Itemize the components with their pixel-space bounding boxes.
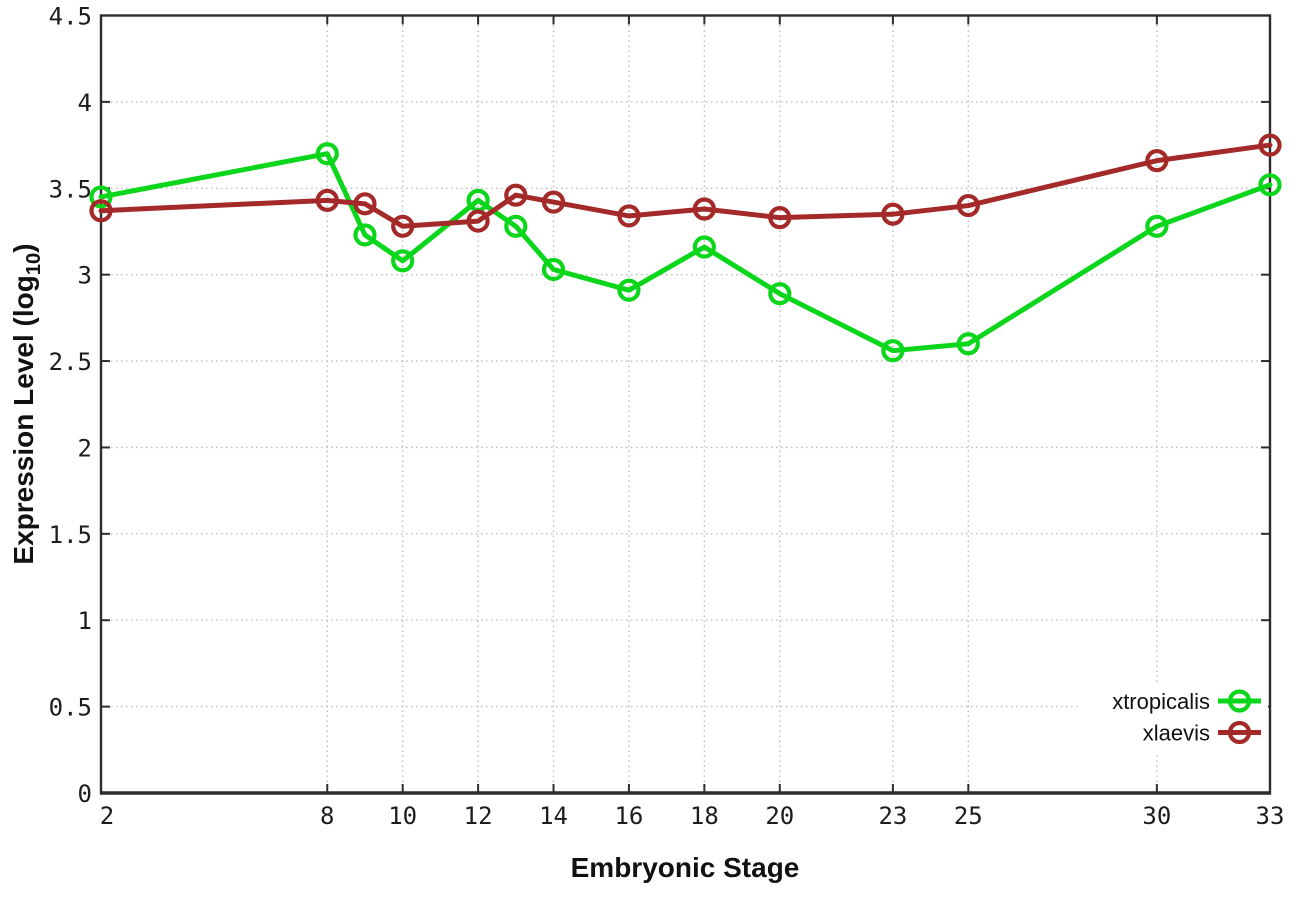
data-point-xtropicalis bbox=[881, 339, 905, 363]
y-axis-title: Expression Level (log10) bbox=[8, 243, 46, 564]
x-tick-label: 14 bbox=[539, 802, 568, 830]
data-point-xtropicalis bbox=[768, 282, 792, 306]
y-tick-label: 3 bbox=[78, 262, 92, 290]
y-axis-title-text: Expression Level (log bbox=[8, 275, 40, 565]
y-tick-label: 0 bbox=[78, 780, 92, 808]
data-point-xtropicalis bbox=[504, 214, 528, 238]
y-tick-label: 3.5 bbox=[49, 175, 92, 203]
data-point-xlaevis bbox=[353, 192, 377, 216]
legend-marker-xlaevis bbox=[1227, 720, 1252, 745]
data-point-xtropicalis bbox=[692, 235, 716, 259]
data-point-xtropicalis bbox=[315, 142, 339, 166]
y-tick-label: 2 bbox=[78, 434, 92, 462]
data-point-xtropicalis bbox=[956, 332, 980, 356]
x-axis-title: Embryonic Stage bbox=[570, 852, 800, 883]
data-point-xlaevis bbox=[617, 204, 641, 228]
data-point-xlaevis bbox=[504, 183, 528, 207]
data-point-xlaevis bbox=[1258, 133, 1282, 157]
series-line-xlaevis bbox=[98, 142, 1273, 229]
y-tick-label: 4 bbox=[78, 89, 92, 117]
data-point-xtropicalis bbox=[391, 249, 415, 273]
x-tick-label: 30 bbox=[1142, 802, 1171, 830]
plot-border bbox=[99, 14, 1272, 795]
legend-marker-xtropicalis bbox=[1227, 689, 1252, 713]
y-tick-label: 0.5 bbox=[49, 694, 92, 722]
x-tick-label: 2 bbox=[100, 802, 114, 830]
data-point-xtropicalis bbox=[541, 257, 566, 282]
data-point-xtropicalis bbox=[617, 278, 641, 302]
y-axis-title-subscript: 10 bbox=[22, 252, 45, 276]
x-tick-label: 20 bbox=[765, 802, 794, 830]
data-point-xlaevis bbox=[541, 190, 566, 214]
legend-label-xtropicalis: xtropicalis bbox=[1112, 689, 1210, 714]
x-tick-label: 25 bbox=[954, 802, 983, 830]
y-tick-label: 1.5 bbox=[49, 521, 92, 549]
y-tick-label: 1 bbox=[78, 607, 92, 635]
legend-label-xlaevis: xlaevis bbox=[1143, 721, 1210, 746]
x-tick-label: 23 bbox=[878, 802, 907, 830]
data-point-xtropicalis bbox=[1145, 214, 1169, 238]
x-tick-label: 12 bbox=[464, 802, 493, 830]
data-point-xlaevis bbox=[1145, 149, 1169, 173]
series-line-xtropicalis bbox=[98, 151, 1273, 354]
data-point-xlaevis bbox=[768, 206, 792, 230]
data-point-xtropicalis bbox=[353, 223, 377, 247]
x-tick-label: 16 bbox=[614, 802, 643, 830]
data-point-xlaevis bbox=[466, 209, 490, 233]
x-tick-label: 10 bbox=[388, 802, 417, 830]
data-point-xlaevis bbox=[881, 202, 905, 226]
data-point-xlaevis bbox=[89, 199, 113, 223]
data-point-xlaevis bbox=[315, 188, 339, 212]
x-tick-label: 18 bbox=[690, 802, 719, 830]
y-tick-label: 4.5 bbox=[49, 3, 92, 31]
data-point-xlaevis bbox=[391, 214, 415, 238]
data-point-xtropicalis bbox=[89, 185, 113, 209]
x-tick-label: 8 bbox=[320, 802, 334, 830]
y-axis-title-close: ) bbox=[8, 243, 40, 253]
data-point-xlaevis bbox=[692, 197, 716, 221]
x-tick-label: 33 bbox=[1256, 802, 1285, 830]
data-point-xlaevis bbox=[956, 193, 980, 218]
y-tick-label: 2.5 bbox=[49, 348, 92, 376]
data-point-xtropicalis bbox=[1258, 173, 1282, 197]
